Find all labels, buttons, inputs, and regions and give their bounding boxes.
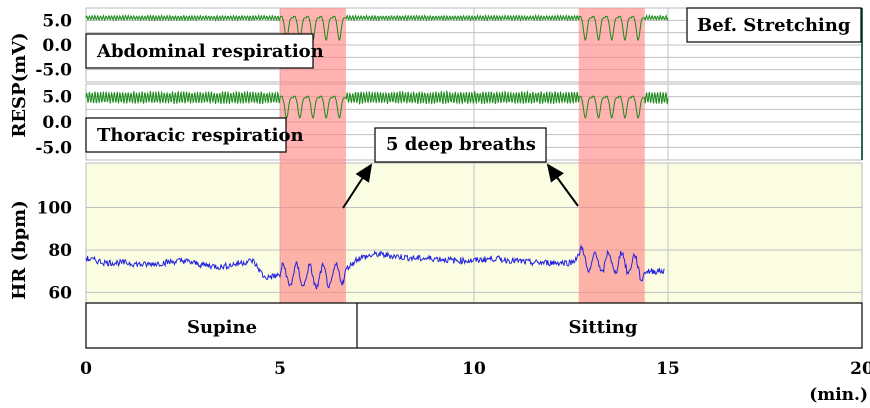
x-axis-label: (min.) xyxy=(809,385,868,405)
hr-trace xyxy=(85,244,665,290)
thoracic-label-box xyxy=(85,117,287,153)
thoracic-trace xyxy=(85,89,669,119)
x-tick-label: 20 xyxy=(850,359,870,379)
posture-supine: Supine xyxy=(187,317,257,338)
x-ticks: 0 5 10 15 20 xyxy=(80,359,870,379)
deep-breath-period xyxy=(578,8,645,303)
abdominal-label-box xyxy=(85,33,314,69)
thoracic-label: Thoracic respiration xyxy=(97,125,304,146)
annotation-box xyxy=(374,127,547,163)
resp-tick-label: 5.0 xyxy=(42,11,72,31)
annotation-arrow-1 xyxy=(342,163,373,209)
resp-tick-label: 0.0 xyxy=(42,36,72,56)
traces xyxy=(85,13,669,290)
x-tick-label: 10 xyxy=(462,359,486,379)
resp-ylabel: RESP(mV) xyxy=(9,32,30,137)
x-tick-label: 5 xyxy=(274,359,286,379)
abdominal-trace xyxy=(85,13,669,42)
x-tick-label: 15 xyxy=(656,359,680,379)
hr-ylabel: HR (bpm) xyxy=(9,200,30,299)
condition-box xyxy=(686,7,862,43)
hr-tick-label: 80 xyxy=(48,241,72,261)
hr-tick-label: 60 xyxy=(48,283,72,303)
posture-bar xyxy=(85,302,863,349)
posture-sitting: Sitting xyxy=(569,317,638,338)
resp-tick-label: 0.0 xyxy=(42,113,72,133)
y-ticks: 5.0 0.0 -5.0 5.0 0.0 -5.0 100 80 60 xyxy=(35,11,72,303)
resp-tick-label: 5.0 xyxy=(42,88,72,108)
x-tick-label: 0 xyxy=(80,359,92,379)
annotation-label: 5 deep breaths xyxy=(386,134,536,155)
condition-label: Bef. Stretching xyxy=(697,15,851,36)
abdominal-label: Abdominal respiration xyxy=(96,41,324,62)
resp-tick-label: -5.0 xyxy=(35,61,72,81)
resp-tick-label: -5.0 xyxy=(35,138,72,158)
annotation-arrow-2 xyxy=(546,163,579,207)
hr-tick-label: 100 xyxy=(37,199,73,219)
